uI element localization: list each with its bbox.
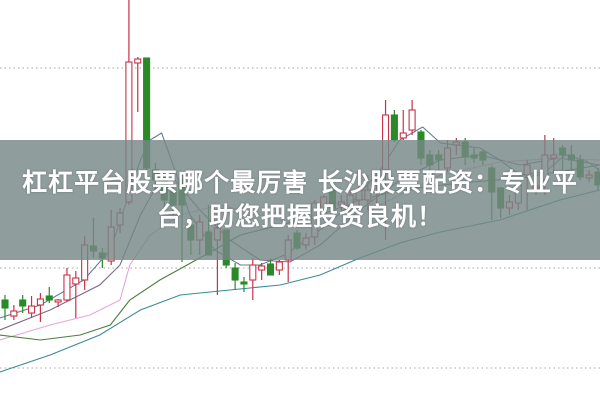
candle-body xyxy=(134,58,142,64)
candle-body xyxy=(258,265,266,271)
candle-body xyxy=(1,299,9,309)
candle-body xyxy=(231,267,239,281)
candle-body xyxy=(19,299,27,307)
candle-body xyxy=(54,299,62,303)
candle-body xyxy=(408,109,416,131)
headline-line-1: 杠杠平台股票哪个最厉害 长沙股票配资：专业平 xyxy=(22,168,578,197)
candle-body xyxy=(390,114,398,141)
headline-line-2: 台，助您把握投资良机！ xyxy=(156,202,443,231)
candle-body xyxy=(72,277,80,285)
candle-body xyxy=(45,295,53,301)
headline-banner: 杠杠平台股票哪个最厉害 长沙股票配资：专业平 台，助您把握投资良机！ xyxy=(0,140,600,260)
candle-body xyxy=(399,132,407,139)
candle-body xyxy=(275,261,283,271)
candle-body xyxy=(27,305,36,314)
candle-body xyxy=(249,264,257,281)
candle-body xyxy=(240,281,248,285)
candle-body xyxy=(63,274,71,301)
candle-body xyxy=(10,310,18,317)
candle-body xyxy=(36,298,44,306)
candle-body xyxy=(266,263,275,276)
